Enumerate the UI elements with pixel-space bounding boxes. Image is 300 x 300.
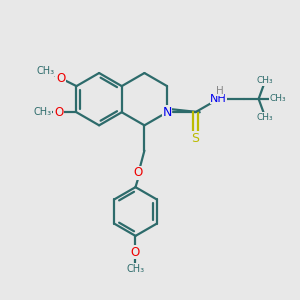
Text: O: O xyxy=(134,167,143,179)
Text: NH: NH xyxy=(210,94,227,104)
Text: CH₃: CH₃ xyxy=(126,264,145,274)
Text: S: S xyxy=(191,132,199,145)
Text: H: H xyxy=(216,85,224,96)
Text: O: O xyxy=(56,72,65,85)
Text: O: O xyxy=(54,106,63,119)
Text: CH₃: CH₃ xyxy=(33,107,51,117)
Text: CH₃: CH₃ xyxy=(257,112,274,122)
Text: N: N xyxy=(162,106,172,119)
Text: CH₃: CH₃ xyxy=(37,66,55,76)
Text: O: O xyxy=(131,246,140,259)
Text: CH₃: CH₃ xyxy=(257,76,274,85)
Text: CH₃: CH₃ xyxy=(270,94,286,103)
